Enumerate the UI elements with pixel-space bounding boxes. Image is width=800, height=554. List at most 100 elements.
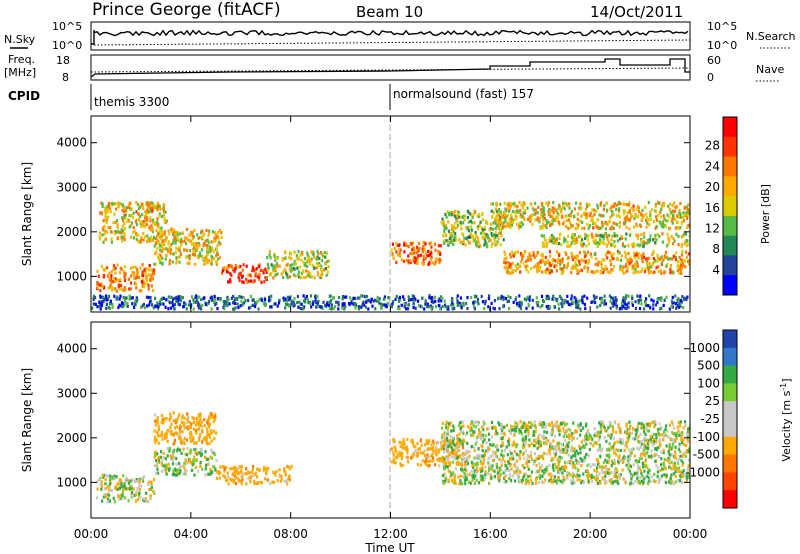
velocity-cell-4 xyxy=(435,441,438,445)
power-cell-1 xyxy=(165,239,168,243)
power-cell-0 xyxy=(111,285,114,289)
power-cell-8 xyxy=(518,221,521,225)
power-cell-0 xyxy=(152,272,155,276)
velocity-cell-5 xyxy=(491,426,494,430)
velocity-cell-5 xyxy=(441,474,444,478)
power-cell-6 xyxy=(502,238,505,242)
power-cell-10 xyxy=(614,300,617,304)
velocity-cell-5 xyxy=(441,439,444,443)
velocity-cell-5 xyxy=(508,429,511,433)
power-cell-8 xyxy=(580,226,583,230)
power-cell-10 xyxy=(443,303,447,307)
power-cell-6 xyxy=(464,214,467,218)
power-cell-2 xyxy=(252,280,255,284)
velocity-cell-5 xyxy=(474,425,477,429)
power-cell-10 xyxy=(214,303,217,307)
power-cell-4 xyxy=(156,208,159,212)
power-cell-6 xyxy=(476,214,479,218)
power-cell-2 xyxy=(251,265,254,269)
power-cell-8 xyxy=(560,210,563,214)
power-cell-5 xyxy=(423,247,426,251)
velocity-cell-2 xyxy=(246,472,249,476)
power-cell-7 xyxy=(655,266,658,270)
freq-unit: [MHz] xyxy=(4,66,36,79)
power-cell-7 xyxy=(504,257,507,261)
velocity-cell-1 xyxy=(186,446,189,450)
velocity-cell-0 xyxy=(109,478,112,482)
power-cell-6 xyxy=(454,209,457,214)
power-cell-7 xyxy=(507,270,511,274)
power-colorbar-tick: 28 xyxy=(705,139,720,153)
power-cell-6 xyxy=(443,241,446,245)
power-cell-6 xyxy=(460,227,463,231)
power-cell-8 xyxy=(502,224,505,229)
velocity-cell-4 xyxy=(402,441,405,445)
velocity-cell-5 xyxy=(643,477,646,481)
power-cell-5 xyxy=(407,259,411,263)
velocity-cell-5 xyxy=(456,434,459,438)
power-cell-10 xyxy=(615,306,618,310)
velocity-cell-5 xyxy=(679,454,682,458)
power-cell-4 xyxy=(101,202,104,206)
velocity-cell-3 xyxy=(165,435,168,439)
velocity-cell-5 xyxy=(491,453,494,458)
power-cell-10 xyxy=(210,307,213,311)
velocity-cell-5 xyxy=(444,480,447,484)
power-cell-9 xyxy=(572,235,575,239)
power-cell-7 xyxy=(637,270,640,274)
velocity-cell-0 xyxy=(148,480,151,484)
power-cell-10 xyxy=(288,304,291,308)
velocity-cell-1 xyxy=(201,467,204,471)
power-cell-1 xyxy=(220,231,223,235)
power-cell-8 xyxy=(585,205,589,209)
power-cell-1 xyxy=(191,253,194,257)
velocity-cell-5 xyxy=(612,430,615,434)
power-cell-10 xyxy=(172,305,175,309)
power-cell-8 xyxy=(497,211,501,215)
power-cell-3 xyxy=(278,264,281,268)
power-cell-8 xyxy=(686,205,689,209)
velocity-cell-3 xyxy=(192,441,196,445)
power-cell-7 xyxy=(648,256,651,260)
velocity-cell-2 xyxy=(238,465,241,469)
power-cell-6 xyxy=(462,214,465,218)
power-cell-10 xyxy=(480,294,483,299)
velocity-cell-5 xyxy=(662,438,665,442)
velocity-cell-5 xyxy=(667,435,670,439)
nsky-tick-top: 10^5 xyxy=(52,20,82,33)
power-cell-4 xyxy=(114,202,117,206)
power-cell-4 xyxy=(159,207,162,211)
velocity-cell-5 xyxy=(447,478,450,482)
power-cell-0 xyxy=(148,264,151,268)
power-cell-0 xyxy=(141,270,144,274)
power-cell-1 xyxy=(160,261,164,265)
velocity-cell-2 xyxy=(249,479,252,484)
power-cell-8 xyxy=(619,202,622,206)
velocity-cell-5 xyxy=(675,436,678,440)
velocity-cell-0 xyxy=(113,500,116,504)
power-cell-1 xyxy=(184,241,188,246)
power-cell-5 xyxy=(411,247,414,251)
power-cell-8 xyxy=(564,214,567,218)
velocity-cell-5 xyxy=(657,480,660,484)
velocity-cell-0 xyxy=(152,489,155,493)
power-cell-4 xyxy=(132,230,135,235)
power-cell-10 xyxy=(119,294,122,298)
power-cell-10 xyxy=(268,299,271,303)
power-cell-7 xyxy=(586,270,589,274)
power-cell-8 xyxy=(521,205,524,209)
velocity-cell-5 xyxy=(593,427,596,431)
velocity-cell-5 xyxy=(552,458,555,462)
velocity-cell-3 xyxy=(177,415,180,419)
velocity-cell-4 xyxy=(457,462,460,466)
freq-tick-top: 18 xyxy=(56,54,70,67)
velocity-cell-5 xyxy=(670,473,673,477)
velocity-cell-5 xyxy=(688,462,690,466)
velocity-cell-5 xyxy=(586,473,589,478)
velocity-cell-0 xyxy=(110,476,113,480)
velocity-cell-5 xyxy=(585,422,588,426)
velocity-cell-3 xyxy=(160,430,163,434)
velocity-cell-2 xyxy=(244,472,247,476)
power-cell-10 xyxy=(465,302,468,306)
power-cell-1 xyxy=(169,248,172,252)
